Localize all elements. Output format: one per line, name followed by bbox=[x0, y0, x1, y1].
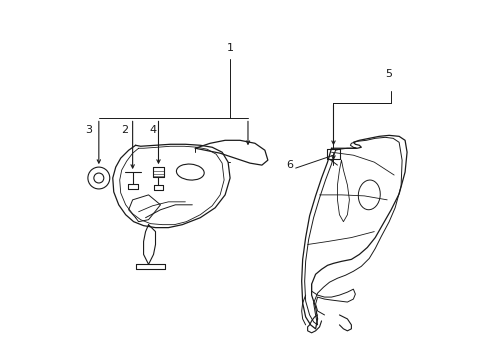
Text: 4: 4 bbox=[149, 125, 156, 135]
Text: 3: 3 bbox=[85, 125, 92, 135]
Text: 6: 6 bbox=[285, 160, 293, 170]
Text: 2: 2 bbox=[121, 125, 128, 135]
Text: 1: 1 bbox=[226, 43, 233, 53]
Text: 5: 5 bbox=[385, 69, 392, 79]
